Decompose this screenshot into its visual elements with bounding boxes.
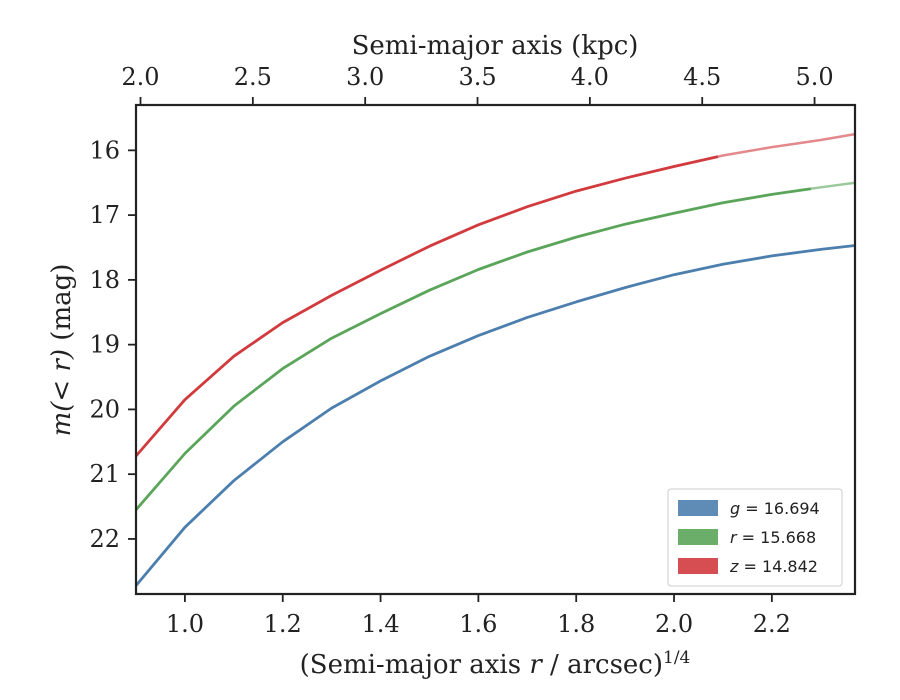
y-tick-label: 19 xyxy=(89,331,120,359)
x-bottom-tick-label: 1.4 xyxy=(361,610,399,638)
y-tick-label: 21 xyxy=(89,460,120,488)
x-bottom-tick-label: 1.2 xyxy=(264,610,302,638)
y-tick-label: 20 xyxy=(89,395,120,423)
legend-swatch-z xyxy=(678,558,718,574)
series-line-extension-r xyxy=(810,181,856,190)
series-line-r xyxy=(134,187,812,511)
x-bottom-tick-label: 1.6 xyxy=(459,610,497,638)
x-top-tick-label: 2.0 xyxy=(121,63,159,91)
y-axis-title: m(< r) (mag) xyxy=(47,264,77,437)
x-top-tick-label: 3.0 xyxy=(346,63,384,91)
x-top-tick-label: 4.0 xyxy=(571,63,609,91)
x-bottom-tick-label: 1.0 xyxy=(166,610,204,638)
top-x-axis-title: Semi-major axis (kpc) xyxy=(352,31,639,61)
x-top-tick-label: 3.5 xyxy=(458,63,496,91)
legend-swatch-r xyxy=(678,529,718,545)
x-bottom-tick-label: 2.2 xyxy=(753,610,791,638)
x-top-tick-label: 4.5 xyxy=(683,63,721,91)
bottom-x-axis-title: (Semi-major axis r / arcsec)1/4 xyxy=(300,648,691,680)
ticks-layer: 1.0 1.2 1.4 1.6 1.8 2.0 2.2 2.0 2.5 3.0 3.5 4.0 4.5 5… xyxy=(89,63,833,638)
x-top-tick-label: 2.5 xyxy=(234,63,272,91)
plot-frame xyxy=(134,103,857,596)
x-bottom-tick-label: 1.8 xyxy=(557,610,595,638)
legend-swatch-g xyxy=(678,500,718,516)
x-bottom-tick-label: 2.0 xyxy=(655,610,693,638)
y-tick-label: 16 xyxy=(89,136,120,164)
legend-label-z: z = 14.842 xyxy=(729,557,818,576)
series-line-extension-z xyxy=(717,132,856,158)
y-tick-label: 22 xyxy=(89,525,120,553)
y-tick-label: 17 xyxy=(89,201,120,229)
legend: g = 16.694 r = 15.668 z = 14.842 xyxy=(667,488,843,587)
series-line-z xyxy=(134,155,719,457)
x-top-tick-label: 5.0 xyxy=(795,63,833,91)
y-tick-label: 18 xyxy=(89,266,120,294)
series-layer xyxy=(134,132,856,587)
legend-label-r: r = 15.668 xyxy=(730,528,816,547)
series-line-g xyxy=(134,244,856,587)
legend-label-g: g = 16.694 xyxy=(730,499,820,518)
